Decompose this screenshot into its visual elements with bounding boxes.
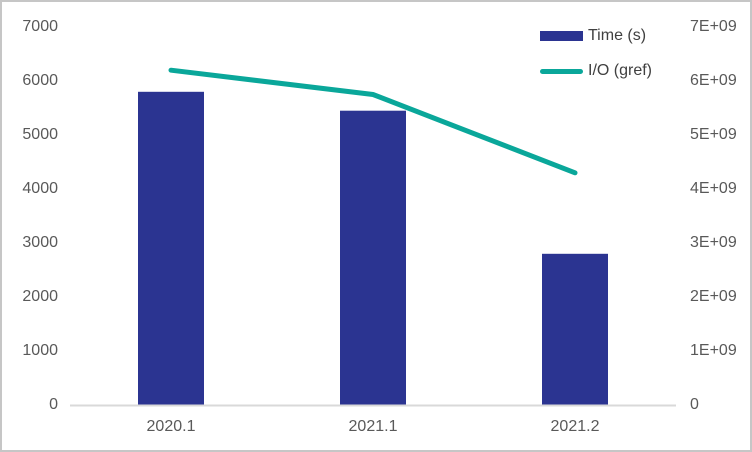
left-axis-tick-1000: 1000 <box>22 342 58 359</box>
legend-label-time: Time (s) <box>588 27 647 44</box>
right-axis-tick-1E+09: 1E+09 <box>690 342 737 359</box>
right-axis-tick-2E+09: 2E+09 <box>690 288 737 305</box>
right-axis-tick-6E+09: 6E+09 <box>690 72 737 89</box>
left-axis-tick-4000: 4000 <box>22 180 58 197</box>
io-line <box>168 67 578 176</box>
left-axis-tick-3000: 3000 <box>22 234 58 251</box>
left-axis-tick-5000: 5000 <box>22 126 58 143</box>
legend-label-io: I/O (gref) <box>588 62 653 79</box>
left-axis-tick-2000: 2000 <box>22 288 58 305</box>
bar-2021.1 <box>340 110 406 405</box>
left-axis-tick-6000: 6000 <box>22 72 58 89</box>
x-axis-label-2021.2: 2021.2 <box>550 418 600 435</box>
line-series-swatch-icon <box>540 68 583 74</box>
right-axis-tick-5E+09: 5E+09 <box>690 126 737 143</box>
right-axis-tick-7E+09: 7E+09 <box>690 18 737 35</box>
x-axis-label-2021.1: 2021.1 <box>348 418 398 435</box>
right-axis-tick-3E+09: 3E+09 <box>690 234 737 251</box>
legend-item-time: Time (s) <box>540 26 646 46</box>
right-axis-tick-0: 0 <box>690 396 699 413</box>
x-axis-label-2020.1: 2020.1 <box>146 418 196 435</box>
bar-2021.2 <box>542 253 608 405</box>
legend-item-io: I/O (gref) <box>540 61 652 81</box>
bar-series-swatch-icon <box>540 31 583 41</box>
left-axis-tick-0: 0 <box>49 396 58 413</box>
left-axis-tick-7000: 7000 <box>22 18 58 35</box>
bar-2020.1 <box>138 91 204 406</box>
right-axis-tick-4E+09: 4E+09 <box>690 180 737 197</box>
